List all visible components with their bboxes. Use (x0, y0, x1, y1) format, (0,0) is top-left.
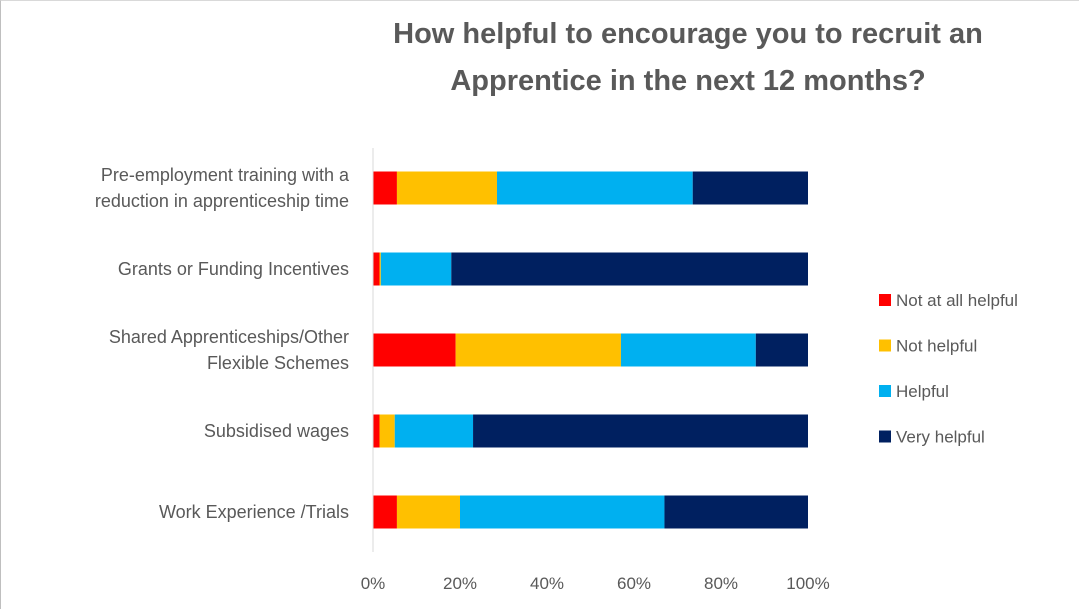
bar-segment (664, 495, 808, 529)
legend-label: Not helpful (896, 337, 977, 356)
category-label: Work Experience /Trials (159, 502, 349, 522)
chart-title: How helpful to encourage you to recruit … (393, 18, 983, 97)
bars (373, 171, 808, 529)
bar-segment (755, 333, 808, 367)
bar-segment (620, 333, 756, 367)
category-label: Flexible Schemes (207, 353, 349, 373)
bar-segment (380, 252, 452, 286)
category-label: Shared Apprenticeships/Other (109, 327, 349, 347)
bar-segment (373, 414, 380, 448)
legend-item: Very helpful (879, 428, 985, 447)
x-tick-label: 40% (530, 574, 564, 593)
legend-swatch (879, 430, 891, 443)
legend-label: Not at all helpful (896, 291, 1018, 310)
legend: Not at all helpful Not helpful Helpful Very… (879, 291, 1018, 447)
x-tick-label: 100% (786, 574, 829, 593)
chart-title-line-1: How helpful to encourage you to recruit … (393, 18, 983, 50)
bar-segment (396, 171, 497, 205)
category-label: Pre-employment training with a (101, 165, 350, 185)
legend-swatch (879, 339, 891, 352)
x-tick-label: 80% (704, 574, 738, 593)
bar-segment (460, 495, 665, 529)
x-tick-label: 20% (443, 574, 477, 593)
category-labels: Pre-employment training with a reduction … (95, 165, 350, 522)
bar-segment (379, 252, 381, 286)
legend-swatch (879, 294, 891, 306)
bar-segment (394, 414, 474, 448)
bar-segment (373, 252, 380, 286)
bar-segment (373, 171, 397, 205)
x-tick-label: 0% (361, 574, 386, 593)
bar-segment (396, 495, 460, 529)
bar-segment (692, 171, 808, 205)
bar-segment (373, 333, 456, 367)
bar-segment (451, 252, 808, 286)
legend-item: Not helpful (879, 337, 977, 356)
bar-segment (379, 414, 395, 448)
legend-label: Helpful (896, 382, 949, 401)
legend-item: Helpful (879, 382, 949, 401)
x-axis: 0% 20% 40% 60% 80% 100% (361, 148, 830, 593)
category-label: Subsidised wages (204, 421, 349, 441)
chart-title-line-2: Apprentice in the next 12 months? (450, 65, 925, 97)
bar-segment (373, 495, 397, 529)
category-label: Grants or Funding Incentives (118, 259, 349, 279)
bar-segment (455, 333, 621, 367)
legend-label: Very helpful (896, 428, 985, 447)
x-tick-label: 60% (617, 574, 651, 593)
legend-item: Not at all helpful (879, 291, 1018, 310)
category-label: reduction in apprenticeship time (95, 191, 349, 211)
bar-segment (496, 171, 693, 205)
bar-segment (473, 414, 808, 448)
legend-swatch (879, 385, 891, 397)
